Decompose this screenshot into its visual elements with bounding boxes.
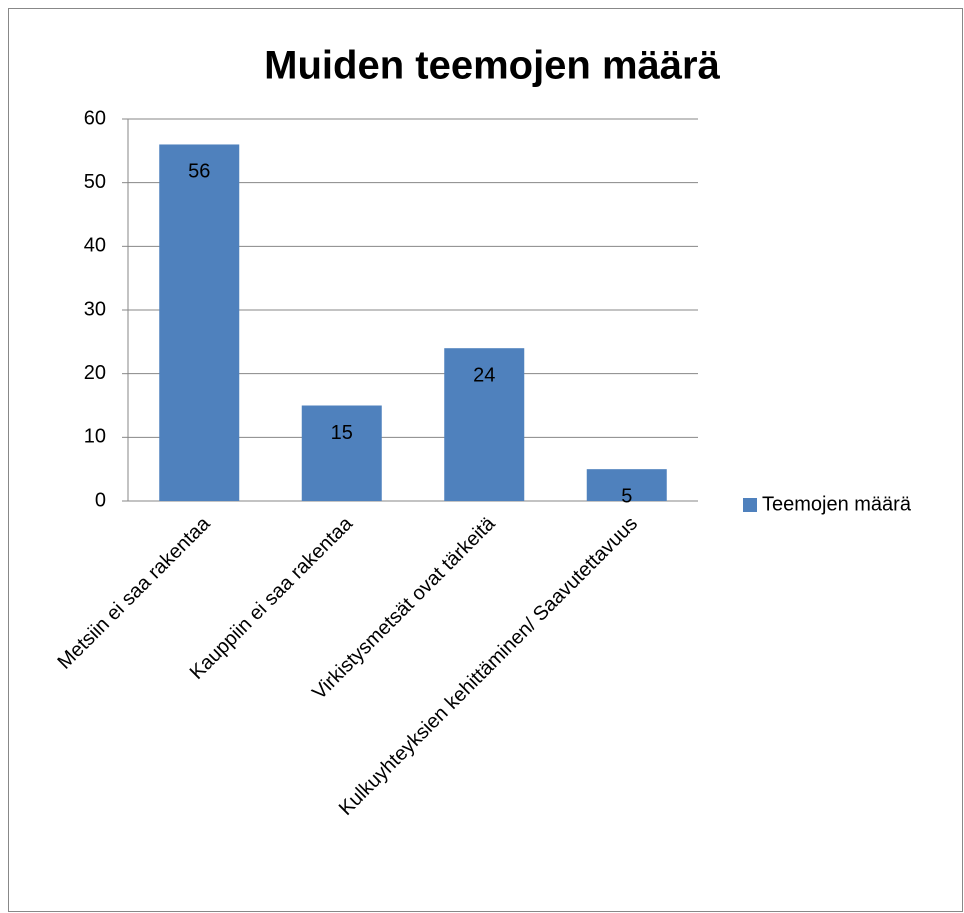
y-tick-label: 40 bbox=[84, 235, 106, 257]
value-label: 15 bbox=[331, 422, 353, 444]
value-label: 56 bbox=[188, 161, 210, 183]
bar bbox=[444, 348, 525, 501]
y-tick-label: 10 bbox=[84, 426, 106, 448]
bar bbox=[301, 405, 382, 501]
chart-title: Muiden teemojen määrä bbox=[264, 44, 720, 88]
y-tick-label: 50 bbox=[84, 171, 106, 193]
y-tick-label: 30 bbox=[84, 298, 106, 320]
y-tick-label: 60 bbox=[84, 107, 106, 129]
value-label: 24 bbox=[473, 364, 495, 386]
value-label: 5 bbox=[621, 485, 632, 507]
y-tick-label: 0 bbox=[95, 489, 106, 511]
legend-swatch bbox=[743, 498, 757, 512]
legend-label: Teemojen määrä bbox=[762, 493, 912, 515]
y-tick-label: 20 bbox=[84, 362, 106, 384]
bar bbox=[159, 144, 240, 501]
bar bbox=[586, 469, 667, 501]
